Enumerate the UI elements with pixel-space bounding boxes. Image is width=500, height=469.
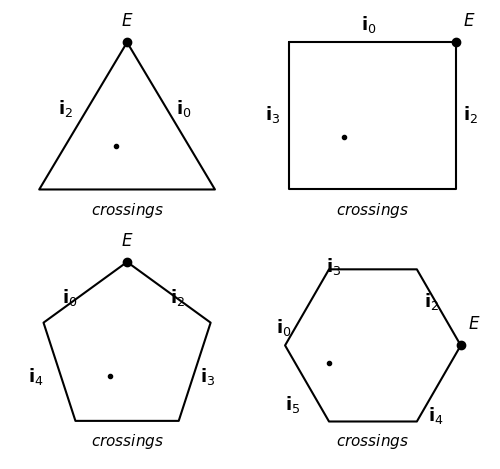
Text: $\mathit{crossings}$: $\mathit{crossings}$ [336,432,409,451]
Text: $\mathbf{i}_{5}$: $\mathbf{i}_{5}$ [285,394,300,415]
Text: $\mathit{crossings}$: $\mathit{crossings}$ [336,201,409,220]
Text: $\mathbf{i}_{2}$: $\mathbf{i}_{2}$ [424,291,439,312]
Text: $\mathbf{i}_{3}$: $\mathbf{i}_{3}$ [200,366,215,386]
Text: $\mathbf{i}_{4}$: $\mathbf{i}_{4}$ [428,405,443,426]
Text: $\mathbf{i}_{0}$: $\mathbf{i}_{0}$ [62,287,78,308]
Text: $\mathbf{i}_{3}$: $\mathbf{i}_{3}$ [326,256,341,277]
Text: $E$: $E$ [464,13,476,30]
Text: $\mathbf{i}_{2}$: $\mathbf{i}_{2}$ [464,104,478,125]
Text: $\mathbf{i}_{0}$: $\mathbf{i}_{0}$ [276,318,292,338]
Text: $\mathbf{i}_{0}$: $\mathbf{i}_{0}$ [176,98,192,119]
Text: $\mathbf{i}_{2}$: $\mathbf{i}_{2}$ [58,98,73,119]
Text: $\mathbf{i}_{2}$: $\mathbf{i}_{2}$ [170,287,185,308]
Text: $\mathbf{i}_{0}$: $\mathbf{i}_{0}$ [361,14,376,35]
Text: $\mathbf{i}_{3}$: $\mathbf{i}_{3}$ [266,104,280,125]
Text: $\mathit{crossings}$: $\mathit{crossings}$ [90,432,164,451]
Text: $E$: $E$ [121,13,134,30]
Text: $\mathbf{i}_{4}$: $\mathbf{i}_{4}$ [28,366,44,386]
Text: $\mathit{crossings}$: $\mathit{crossings}$ [90,201,164,220]
Text: $E$: $E$ [468,316,480,333]
Text: $E$: $E$ [121,233,134,250]
